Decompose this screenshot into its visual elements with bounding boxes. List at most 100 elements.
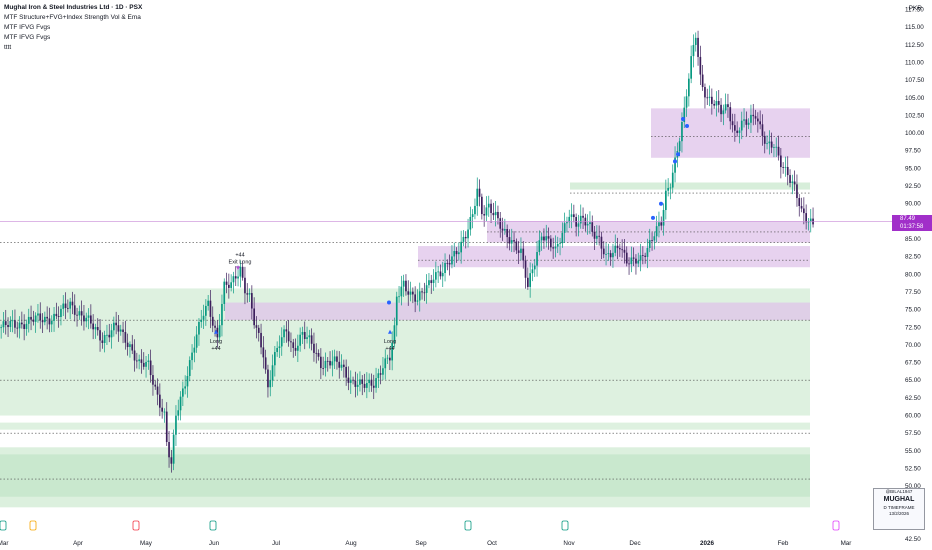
- y-tick-label: 100.00: [905, 130, 925, 137]
- candle-body: [750, 114, 752, 123]
- candle-body: [205, 305, 207, 316]
- candle-body: [345, 366, 347, 378]
- x-tick-label: 2026: [700, 540, 715, 547]
- indicator-label[interactable]: MTF Structure+FVG+Index Strength Vol & E…: [4, 14, 141, 21]
- candle-body: [713, 103, 715, 106]
- candle-body: [115, 322, 117, 326]
- indicator-label[interactable]: tttt: [4, 44, 12, 51]
- candle-body: [375, 378, 377, 388]
- candle-body: [73, 305, 76, 315]
- candle-body: [161, 407, 163, 412]
- candle-body: [37, 313, 39, 316]
- candle-body: [796, 184, 798, 199]
- candle-body: [2, 321, 5, 328]
- candle-body: [103, 335, 106, 343]
- candle-body: [722, 110, 725, 115]
- symbol-title[interactable]: Mughal Iron & Steel Industries Ltd · 1D …: [4, 4, 143, 11]
- event-flag-icon: [832, 520, 840, 531]
- y-tick-label: 110.00: [905, 59, 924, 66]
- candle-body: [198, 322, 200, 335]
- candle-body: [451, 256, 453, 265]
- candle-body: [126, 342, 129, 348]
- candle-body: [738, 130, 741, 133]
- candle-body: [297, 345, 299, 351]
- candle-body: [384, 358, 387, 369]
- indicator-label[interactable]: MTF IFVG Fvgs: [4, 34, 51, 41]
- candle-body: [41, 320, 44, 323]
- candle-body: [400, 286, 403, 297]
- candle-body: [4, 321, 7, 326]
- chart-legend: Mughal Iron & Steel Industries Ltd · 1D …: [4, 3, 142, 53]
- candle-body: [554, 246, 557, 249]
- candle-body: [508, 237, 511, 244]
- candle-body: [310, 335, 313, 344]
- candle-body: [172, 434, 175, 464]
- indicator-label[interactable]: MTF IFVG Fvgs: [4, 24, 51, 31]
- y-tick-label: 67.50: [905, 360, 921, 367]
- candle-body: [398, 296, 400, 298]
- candle-body: [517, 250, 520, 253]
- candle-body: [343, 364, 345, 367]
- candle-body: [55, 313, 58, 317]
- candle-body: [474, 205, 476, 215]
- x-tick-label: Mar: [0, 540, 8, 547]
- candle-body: [336, 356, 338, 362]
- candle-body: [306, 337, 308, 339]
- candle-body: [193, 347, 196, 353]
- candle-body: [644, 255, 646, 257]
- candle-body: [0, 327, 3, 329]
- candle-body: [809, 218, 812, 222]
- candle-body: [607, 253, 610, 255]
- candle-body: [579, 215, 582, 224]
- y-tick-label: 60.00: [905, 413, 921, 420]
- candle-body: [453, 251, 456, 257]
- candle-body: [271, 365, 274, 381]
- candle-body: [303, 331, 306, 339]
- candle-body: [308, 335, 311, 338]
- candle-body: [416, 300, 419, 302]
- candle-body: [658, 222, 660, 227]
- watermark-user: @BILAL1947: [885, 489, 913, 494]
- trade-label: +44: [211, 346, 220, 352]
- candle-body: [152, 375, 154, 385]
- candle-body: [184, 386, 186, 389]
- candle-body: [671, 172, 674, 188]
- candle-body: [612, 252, 614, 258]
- candle-body: [257, 327, 260, 333]
- candle-body: [405, 280, 407, 292]
- candle-body: [515, 241, 518, 251]
- zone-green: [0, 422, 810, 430]
- candle-body: [379, 373, 382, 375]
- x-tick-label: Apr: [73, 540, 83, 547]
- candle-body: [605, 254, 607, 255]
- candle-body: [48, 318, 51, 325]
- candle-body: [524, 260, 527, 278]
- currency-label[interactable]: PKR: [908, 5, 922, 12]
- candle-body: [800, 206, 803, 209]
- candle-body: [368, 379, 370, 384]
- candle-body: [642, 255, 644, 256]
- candle-body: [469, 216, 472, 230]
- candle-body: [382, 368, 384, 375]
- event-flag-icon: [464, 520, 472, 531]
- candle-body: [639, 255, 642, 261]
- candle-body: [230, 282, 232, 288]
- candle-body: [803, 208, 805, 214]
- candle-body: [326, 360, 329, 362]
- candle-body: [92, 323, 94, 330]
- candle-body: [568, 216, 571, 223]
- candle-body: [711, 96, 713, 104]
- candle-body: [67, 307, 69, 309]
- y-tick-label: 105.00: [905, 95, 925, 102]
- candle-body: [391, 342, 393, 361]
- candle-body: [464, 236, 467, 239]
- candle-body: [154, 384, 157, 387]
- candle-body: [708, 96, 711, 98]
- candle-body: [333, 356, 336, 362]
- x-tick-label: Sep: [415, 540, 427, 547]
- candle-body: [784, 166, 787, 168]
- event-flag-icon: [132, 520, 140, 531]
- candle-body: [513, 240, 515, 242]
- candle-body: [421, 291, 423, 293]
